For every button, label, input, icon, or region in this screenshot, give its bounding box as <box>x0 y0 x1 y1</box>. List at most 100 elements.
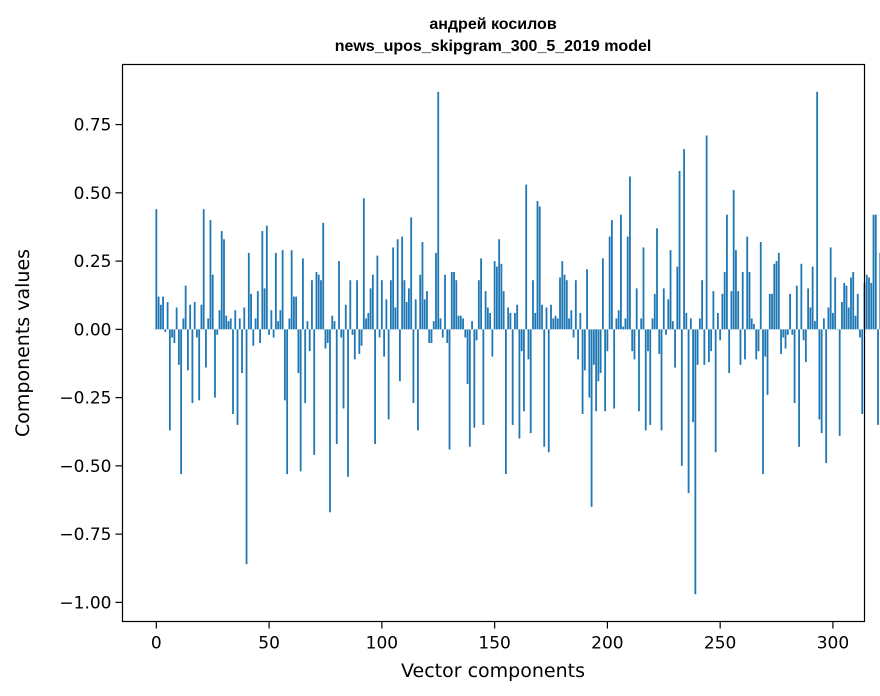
bar <box>405 302 408 330</box>
bar <box>791 329 794 335</box>
bar <box>823 318 825 330</box>
bar <box>552 318 555 330</box>
bar <box>471 321 473 330</box>
bar <box>462 318 464 330</box>
bar <box>507 307 510 330</box>
bar <box>707 329 710 363</box>
bar <box>604 329 607 412</box>
bar <box>189 304 192 330</box>
bar <box>414 299 417 330</box>
bar <box>423 299 426 330</box>
bar <box>574 280 577 330</box>
bar <box>518 329 521 439</box>
bar <box>753 323 755 330</box>
bar <box>477 280 480 330</box>
bar <box>229 318 232 330</box>
bar <box>376 255 379 330</box>
bar <box>459 315 462 330</box>
bar <box>676 266 679 330</box>
bar <box>272 329 275 338</box>
bar <box>182 318 185 330</box>
bar <box>193 302 196 330</box>
bar <box>622 326 625 330</box>
bar <box>383 329 386 357</box>
bar <box>674 329 676 368</box>
bar <box>829 247 832 330</box>
bar <box>380 280 383 330</box>
bar <box>173 329 176 343</box>
bar <box>371 274 374 330</box>
bar <box>399 329 401 382</box>
bar <box>813 321 816 330</box>
chart-subtitle: news_upos_skipgram_300_5_2019 model <box>335 38 652 55</box>
bar <box>683 149 685 330</box>
bar <box>635 288 638 330</box>
y-axis-label: Components values <box>12 249 34 437</box>
y-tick-label: −0.50 <box>59 457 111 477</box>
bar <box>491 329 494 357</box>
bar <box>489 312 492 330</box>
bar <box>771 293 773 330</box>
y-axis-ticks: −1.00 −0.75 −0.50 −0.25 0.00 0.25 0.50 0.75 <box>59 116 123 613</box>
bar <box>245 329 248 565</box>
bar <box>859 329 861 338</box>
bar <box>286 329 289 475</box>
bar <box>696 329 699 365</box>
bar <box>297 329 300 374</box>
bar <box>685 312 688 330</box>
bar <box>865 274 868 330</box>
bar <box>505 329 507 475</box>
bar <box>421 241 424 330</box>
bar <box>365 318 367 330</box>
bar <box>536 201 539 330</box>
bar <box>320 280 322 330</box>
bar <box>746 236 749 330</box>
bar <box>446 329 449 343</box>
bar <box>304 329 307 404</box>
bar <box>220 231 223 330</box>
bar <box>525 184 528 330</box>
bar <box>656 228 658 330</box>
bar <box>845 285 848 330</box>
bar <box>543 329 546 447</box>
plot-frame <box>121 63 866 623</box>
chart-title: андрей косилов <box>429 16 556 33</box>
x-axis-ticks: 0 50 100 150 200 250 300 <box>151 621 849 654</box>
bar <box>651 318 654 330</box>
bar <box>595 329 598 412</box>
bar <box>180 329 183 475</box>
bar <box>482 329 485 425</box>
bar <box>200 304 203 330</box>
bar <box>516 304 519 330</box>
x-axis-label: Vector components <box>401 660 585 682</box>
bar <box>579 312 582 330</box>
bar <box>590 329 593 507</box>
bar <box>809 307 812 330</box>
bar <box>281 250 284 330</box>
bar <box>532 280 534 330</box>
bar <box>486 307 489 330</box>
bar <box>288 318 291 330</box>
bar <box>387 329 390 420</box>
bar <box>577 329 579 360</box>
bar <box>660 329 663 431</box>
x-tick-label: 150 <box>478 634 510 654</box>
bar <box>412 329 415 404</box>
bar <box>502 291 505 330</box>
bar <box>252 329 255 346</box>
bar <box>827 307 830 330</box>
bar <box>737 291 740 330</box>
bar <box>168 329 171 431</box>
bar <box>234 310 237 330</box>
bar <box>644 329 647 431</box>
bar <box>247 252 250 330</box>
bar <box>484 291 487 330</box>
bar <box>232 329 234 414</box>
bar <box>263 288 266 330</box>
bar <box>347 329 349 477</box>
bar <box>514 312 516 330</box>
bar <box>611 220 613 330</box>
bar <box>205 329 207 368</box>
bar <box>613 329 616 409</box>
y-tick-label: −1.00 <box>59 593 111 613</box>
